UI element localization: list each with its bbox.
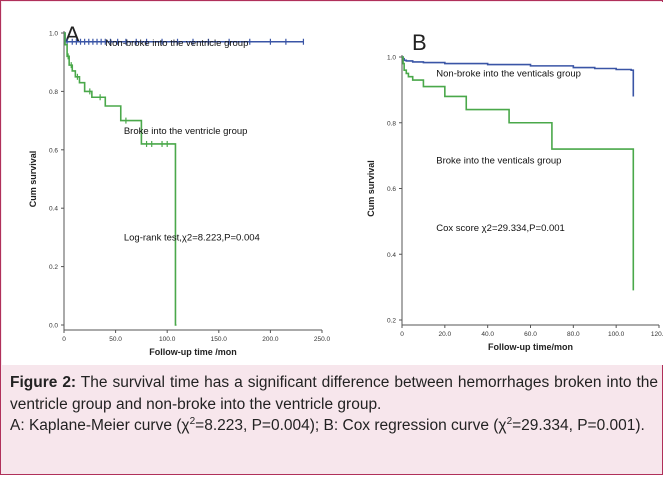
x-tick-label: 250.0: [314, 336, 331, 343]
chart-annotation-2: Broke into the venticals group: [436, 156, 561, 167]
y-tick-label: 0.0: [49, 323, 58, 330]
charts-area: A 0.0 0.2 0.4 0.6 0.8 1.0 0 50.0 100.0 150.0 200.0 2…: [2, 2, 663, 365]
y-tick-label: 0.2: [387, 318, 396, 325]
y-axis-label: Cum survival: [366, 160, 376, 217]
x-tick-label: 60.0: [524, 331, 537, 338]
x-tick-label: 100.0: [608, 331, 625, 338]
chart-annotation-1: Non-broke into the ventricle group: [105, 38, 248, 49]
survival-curve-2: [64, 32, 177, 326]
y-tick-label: 0.2: [49, 264, 58, 271]
caption-paragraph-1: Figure 2: The survival time has a signif…: [10, 372, 658, 415]
x-tick-label: 0: [400, 331, 404, 338]
x-tick-label: 80.0: [567, 331, 580, 338]
chart-annotation-2: Broke into the ventricle group: [124, 126, 248, 137]
x-tick-label: 20.0: [439, 331, 452, 338]
y-tick-label: 0.6: [49, 147, 58, 154]
x-tick-label: 40.0: [481, 331, 494, 338]
survival-curve-1: [402, 56, 635, 97]
x-tick-label: 200.0: [262, 336, 279, 343]
caption-paragraph-2: A: Kaplane-Meier curve (χ2=8.223, P=0.00…: [10, 415, 658, 437]
caption-sup-2: 2: [506, 415, 513, 427]
x-axis-label: Follow-up time /mon: [149, 347, 237, 357]
y-axis-label: Cum survival: [28, 151, 38, 208]
chart-annotation-3: Cox score χ2=29.334,P=0.001: [436, 223, 565, 234]
survival-curve-2: [402, 56, 635, 291]
y-tick-label: 0.8: [387, 120, 396, 127]
figure-caption: Figure 2: The survival time has a signif…: [10, 372, 658, 437]
x-axis-label: Follow-up time/mon: [488, 342, 573, 352]
caption-sup-1: 2: [189, 415, 196, 427]
y-tick-label: 0.4: [49, 206, 58, 213]
y-tick-label: 1.0: [49, 31, 58, 38]
x-tick-label: 120.0: [651, 331, 663, 338]
caption-text: The survival time has a significant diff…: [10, 374, 658, 413]
y-tick-label: 0.6: [387, 186, 396, 193]
panel-letter: B: [412, 30, 427, 55]
y-tick-label: 1.0: [387, 55, 396, 62]
y-tick-label: 0.4: [387, 252, 396, 259]
x-tick-label: 50.0: [109, 336, 122, 343]
caption-line2-a: A: Kaplane-Meier curve (χ: [10, 417, 190, 434]
chart-annotation-3: Log-rank test,χ2=8.223,P=0.004: [124, 232, 260, 243]
caption-label: Figure 2:: [10, 374, 77, 391]
charts-svg: A0.00.20.40.60.81.00 50.0 100.0 150.0 200.0 2…: [28, 22, 663, 357]
chart-annotation-1: Non-broke into the venticals group: [436, 68, 581, 79]
x-tick-label: 0: [62, 336, 66, 343]
x-tick-label: 100.0: [159, 336, 176, 343]
chart-panel-a: A0.00.20.40.60.81.00 50.0 100.0 150.0 200.0 2…: [28, 22, 331, 357]
x-tick-label: 150.0: [211, 336, 228, 343]
chart-panel-b: B 0.2 0.4 0.6 0.8 1.0 0 20.0 40.0 60.0 80.0 100.0 12…: [366, 30, 663, 352]
y-tick-label: 0.8: [49, 89, 58, 96]
caption-line2-c: =29.334, P=0.001).: [512, 417, 645, 434]
caption-line2-b: =8.223, P=0.004); B: Cox regression curv…: [195, 417, 507, 434]
